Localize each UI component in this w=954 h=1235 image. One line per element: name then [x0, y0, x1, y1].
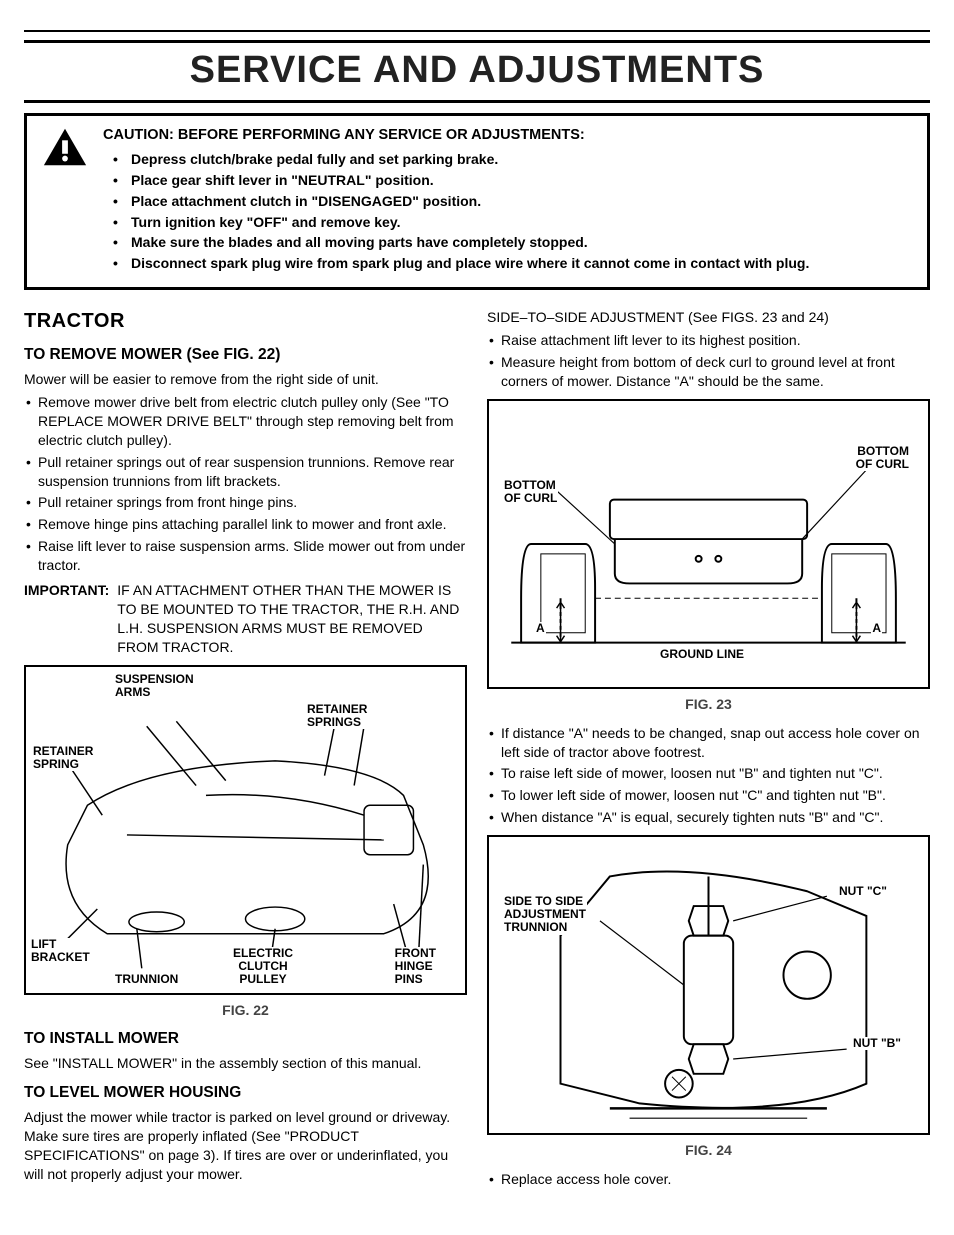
- remove-intro: Mower will be easier to remove from the …: [24, 370, 467, 389]
- final-bullet-list: Replace access hole cover.: [487, 1170, 930, 1189]
- fig22-label-ret-spring: RETAINER SPRING: [32, 745, 94, 771]
- list-item: To raise left side of mower, loosen nut …: [501, 764, 930, 783]
- remove-bullets: Remove mower drive belt from electric cl…: [24, 393, 467, 575]
- fig23-label-curl-r: BOTTOM OF CURL: [855, 445, 910, 471]
- tractor-heading: TRACTOR: [24, 308, 467, 335]
- side-bullets-2: If distance "A" needs to be changed, sna…: [487, 724, 930, 827]
- right-column: SIDE–TO–SIDE ADJUSTMENT (See FIGS. 23 an…: [487, 306, 930, 1192]
- list-item: Remove mower drive belt from electric cl…: [38, 393, 467, 450]
- fig23-caption: FIG. 23: [487, 695, 930, 714]
- list-item: To lower left side of mower, loosen nut …: [501, 786, 930, 805]
- list-item: Pull retainer springs out of rear suspen…: [38, 453, 467, 491]
- caution-item: Place attachment clutch in "DISENGAGED" …: [131, 192, 913, 211]
- list-item: Remove hinge pins attaching parallel lin…: [38, 515, 467, 534]
- caution-list: Depress clutch/brake pedal fully and set…: [103, 150, 913, 273]
- important-block: IMPORTANT: IF AN ATTACHMENT OTHER THAN T…: [24, 581, 467, 657]
- fig23-label-ground: GROUND LINE: [659, 648, 745, 661]
- side-bullets-1: Raise attachment lift lever to its highe…: [487, 331, 930, 391]
- fig24-label-side-adj: SIDE TO SIDE ADJUSTMENT TRUNNION: [503, 895, 587, 935]
- list-item: Replace access hole cover.: [501, 1170, 930, 1189]
- fig22-label-elec-clutch: ELECTRIC CLUTCH PULLEY: [232, 947, 294, 987]
- important-label: IMPORTANT:: [24, 581, 109, 657]
- caution-box: CAUTION: BEFORE PERFORMING ANY SERVICE O…: [24, 113, 930, 290]
- figure-22: SUSPENSION ARMS RETAINER SPRINGS RETAINE…: [24, 665, 467, 995]
- list-item: Measure height from bottom of deck curl …: [501, 353, 930, 391]
- caution-item: Make sure the blades and all moving part…: [131, 233, 913, 252]
- fig22-label-ret-springs: RETAINER SPRINGS: [306, 703, 368, 729]
- fig23-label-a-left: A: [535, 622, 546, 635]
- caution-item: Turn ignition key "OFF" and remove key.: [131, 213, 913, 232]
- fig23-label-a-right: A: [871, 622, 882, 635]
- caution-item: Disconnect spark plug wire from spark pl…: [131, 254, 913, 273]
- two-column-layout: TRACTOR TO REMOVE MOWER (See FIG. 22) Mo…: [24, 306, 930, 1192]
- list-item: If distance "A" needs to be changed, sna…: [501, 724, 930, 762]
- fig22-label-susp-arms: SUSPENSION ARMS: [114, 673, 195, 699]
- warning-icon: [41, 126, 89, 170]
- list-item: Raise lift lever to raise suspension arm…: [38, 537, 467, 575]
- figure-24: SIDE TO SIDE ADJUSTMENT TRUNNION NUT "C"…: [487, 835, 930, 1135]
- fig22-label-lift-bracket: LIFT BRACKET: [30, 938, 91, 964]
- page-title: SERVICE AND ADJUSTMENTS: [24, 40, 930, 103]
- side-adj-heading: SIDE–TO–SIDE ADJUSTMENT (See FIGS. 23 an…: [487, 308, 930, 327]
- caution-heading: CAUTION: BEFORE PERFORMING ANY SERVICE O…: [103, 126, 913, 146]
- fig22-caption: FIG. 22: [24, 1001, 467, 1020]
- list-item: When distance "A" is equal, securely tig…: [501, 808, 930, 827]
- caution-item: Depress clutch/brake pedal fully and set…: [131, 150, 913, 169]
- fig23-label-curl-l: BOTTOM OF CURL: [503, 479, 558, 505]
- install-mower-heading: TO INSTALL MOWER: [24, 1029, 467, 1050]
- list-item: Raise attachment lift lever to its highe…: [501, 331, 930, 350]
- level-text: Adjust the mower while tractor is parked…: [24, 1108, 467, 1184]
- install-text: See "INSTALL MOWER" in the assembly sect…: [24, 1054, 467, 1073]
- remove-mower-heading: TO REMOVE MOWER (See FIG. 22): [24, 345, 467, 366]
- fig24-label-nut-b: NUT "B": [852, 1037, 902, 1050]
- fig22-label-trunnion: TRUNNION: [114, 973, 179, 986]
- figure-23: BOTTOM OF CURL BOTTOM OF CURL GROUND LIN…: [487, 399, 930, 689]
- fig24-caption: FIG. 24: [487, 1141, 930, 1160]
- fig22-label-front-hinge: FRONT HINGE PINS: [394, 947, 437, 987]
- caution-content: CAUTION: BEFORE PERFORMING ANY SERVICE O…: [103, 126, 913, 275]
- important-text: IF AN ATTACHMENT OTHER THAN THE MOWER IS…: [117, 581, 467, 657]
- left-column: TRACTOR TO REMOVE MOWER (See FIG. 22) Mo…: [24, 306, 467, 1192]
- caution-item: Place gear shift lever in "NEUTRAL" posi…: [131, 171, 913, 190]
- level-mower-heading: TO LEVEL MOWER HOUSING: [24, 1083, 467, 1104]
- list-item: Pull retainer springs from front hinge p…: [38, 493, 467, 512]
- top-rule: [24, 30, 930, 32]
- fig24-label-nut-c: NUT "C": [838, 885, 888, 898]
